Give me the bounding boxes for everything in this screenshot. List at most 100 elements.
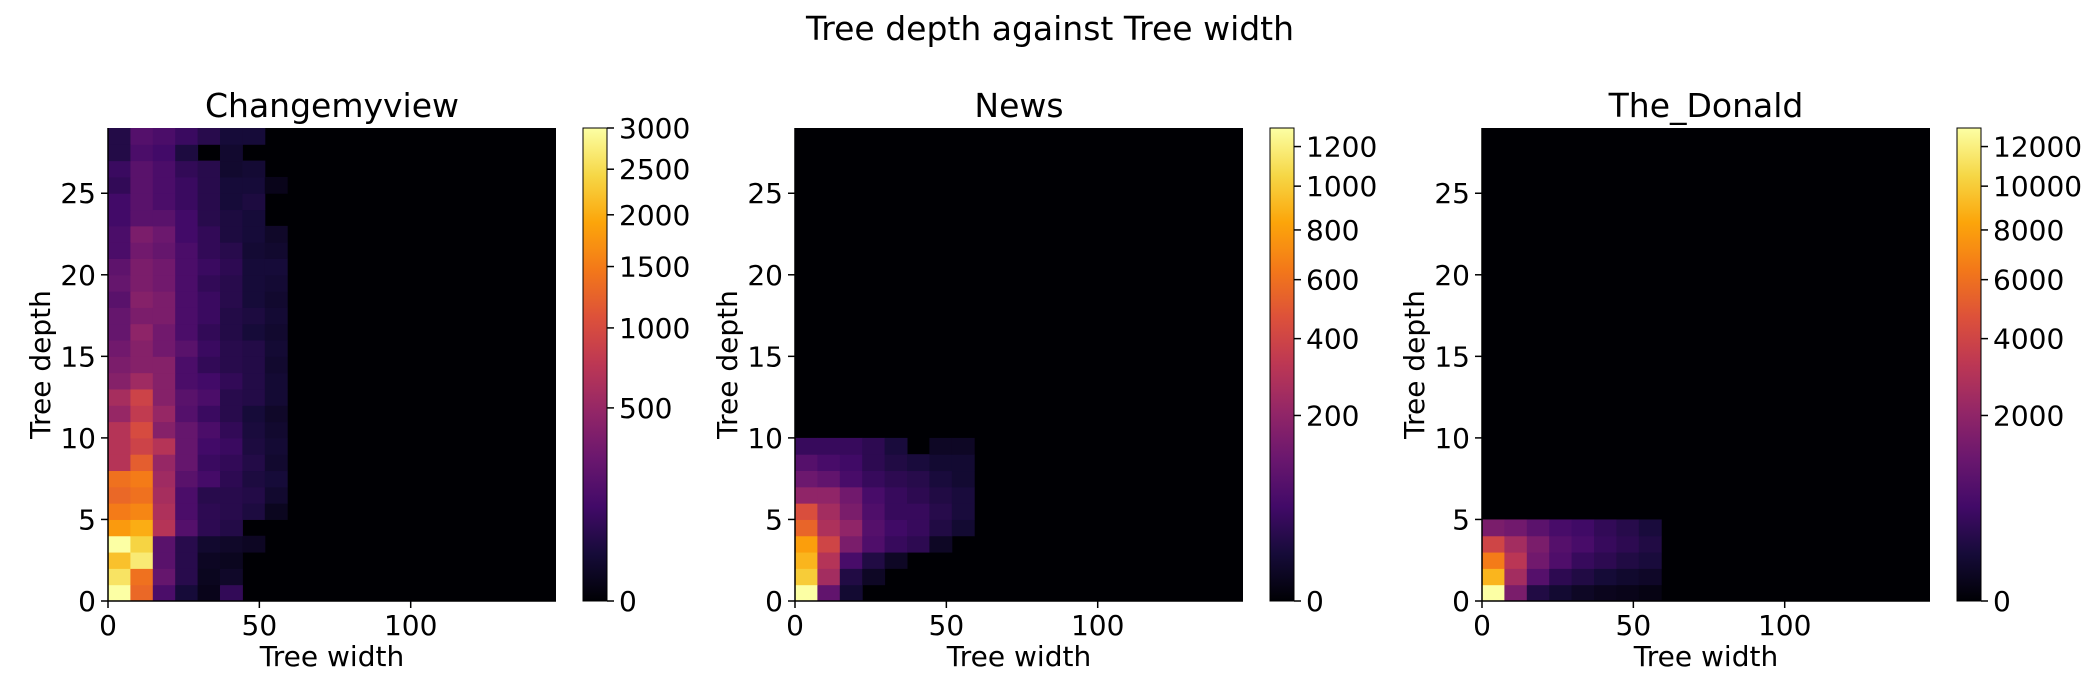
heatmap-cell <box>1638 519 1662 537</box>
heatmap-cell <box>175 421 199 439</box>
heatmap-cell <box>862 552 886 569</box>
colorbar-tick-label: 1500 <box>619 251 690 284</box>
heatmap-cell <box>817 535 841 553</box>
heatmap-cell <box>152 388 176 406</box>
heatmap-cell <box>152 340 176 357</box>
heatmap-cell <box>839 503 863 520</box>
heatmap-cell <box>175 242 199 259</box>
heatmap-cell <box>108 176 131 194</box>
heatmap-cell <box>197 486 221 504</box>
heatmap-cell <box>197 274 221 292</box>
heatmap-cell <box>175 160 199 178</box>
heatmap-cell <box>907 454 930 472</box>
x-axis-label: Tree width <box>1633 640 1778 673</box>
heatmap-cell <box>130 503 154 520</box>
heatmap-cell <box>152 307 176 325</box>
heatmap-cell <box>862 503 886 520</box>
heatmap-cell <box>108 193 131 211</box>
heatmap-cell <box>884 519 908 537</box>
heatmap-cell <box>108 454 131 472</box>
heatmap-cell <box>907 519 930 537</box>
x-tick-label: 0 <box>1473 609 1491 642</box>
heatmap-cell <box>1549 535 1573 553</box>
heatmap-cell <box>197 323 221 341</box>
heatmap-cell <box>220 454 243 472</box>
colorbar-tick-label: 600 <box>1306 264 1359 297</box>
heatmap-cell <box>929 503 953 520</box>
heatmap-cell <box>220 388 243 406</box>
heatmap-cell <box>1594 568 1617 586</box>
heatmap-cell <box>795 568 818 586</box>
y-axis-label: Tree depth <box>711 290 744 440</box>
heatmap-cell <box>130 552 154 569</box>
heatmap-cell <box>884 503 908 520</box>
heatmap-cell <box>264 307 288 325</box>
y-tick-label: 25 <box>747 177 783 210</box>
heatmap-cell <box>175 388 199 406</box>
heatmap-cell <box>1616 552 1640 569</box>
heatmap-cell <box>130 454 154 472</box>
heatmap-cell <box>817 486 841 504</box>
heatmap-cell <box>1526 584 1550 602</box>
heatmap-cell <box>197 340 221 357</box>
heatmap-cell <box>108 340 131 357</box>
heatmap-cell <box>1482 568 1505 586</box>
heatmap-cell <box>175 193 199 211</box>
heatmap-cell <box>929 535 953 553</box>
heatmap-cell <box>108 552 131 569</box>
colorbar-tick-label: 400 <box>1306 323 1359 356</box>
heatmap-cell <box>175 372 199 390</box>
heatmap-cell <box>152 535 176 553</box>
heatmap-cell <box>220 225 243 243</box>
heatmap-cell <box>1594 519 1617 537</box>
heatmap-cell <box>1571 568 1595 586</box>
heatmap-cell <box>264 486 288 504</box>
colorbar-tick-label: 2000 <box>619 199 690 232</box>
heatmap-cell <box>152 356 176 374</box>
heatmap-cell <box>152 470 176 488</box>
y-tick-label: 15 <box>60 340 96 373</box>
colorbar-tick-label: 200 <box>1306 399 1359 432</box>
heatmap-cell <box>264 421 288 439</box>
heatmap-cell <box>1504 584 1528 602</box>
heatmap-cell <box>130 437 154 455</box>
heatmap-cell <box>175 454 199 472</box>
heatmap-cell <box>242 307 266 325</box>
y-tick-label: 0 <box>78 585 96 618</box>
heatmap-cell <box>130 388 154 406</box>
heatmap-cell <box>862 470 886 488</box>
heatmap-cell <box>1549 552 1573 569</box>
heatmap-cell <box>242 176 266 194</box>
colorbar-tick-label: 8000 <box>1993 214 2064 247</box>
heatmap-cell <box>264 388 288 406</box>
heatmap-cell <box>175 519 199 537</box>
y-tick-label: 20 <box>747 259 783 292</box>
heatmap-cell <box>175 144 199 162</box>
heatmap-cell <box>108 568 131 586</box>
heatmap-cell <box>197 503 221 520</box>
heatmap-cell <box>130 291 154 308</box>
heatmap-cell <box>795 552 818 569</box>
heatmap-cell <box>152 209 176 227</box>
x-tick-label: 0 <box>786 609 804 642</box>
heatmap-cell <box>1616 584 1640 602</box>
heatmap-cell <box>264 454 288 472</box>
y-tick-label: 10 <box>747 422 783 455</box>
heatmap-cell <box>175 584 199 602</box>
heatmap-cell <box>795 584 818 602</box>
heatmap-cell <box>220 291 243 308</box>
heatmap-cell <box>197 128 221 145</box>
heatmap-cell <box>130 274 154 292</box>
heatmap-cell <box>929 470 953 488</box>
heatmap-cell <box>862 454 886 472</box>
heatmap-cell <box>1638 568 1662 586</box>
heatmap-cell <box>152 193 176 211</box>
heatmap-cell <box>1616 519 1640 537</box>
heatmap-cell <box>264 258 288 276</box>
y-axis-label: Tree depth <box>1398 290 1431 440</box>
y-tick-label: 25 <box>1434 177 1470 210</box>
heatmap-cell <box>130 193 154 211</box>
colorbar-tick-label: 1000 <box>1306 170 1377 203</box>
heatmap-cell <box>130 144 154 162</box>
